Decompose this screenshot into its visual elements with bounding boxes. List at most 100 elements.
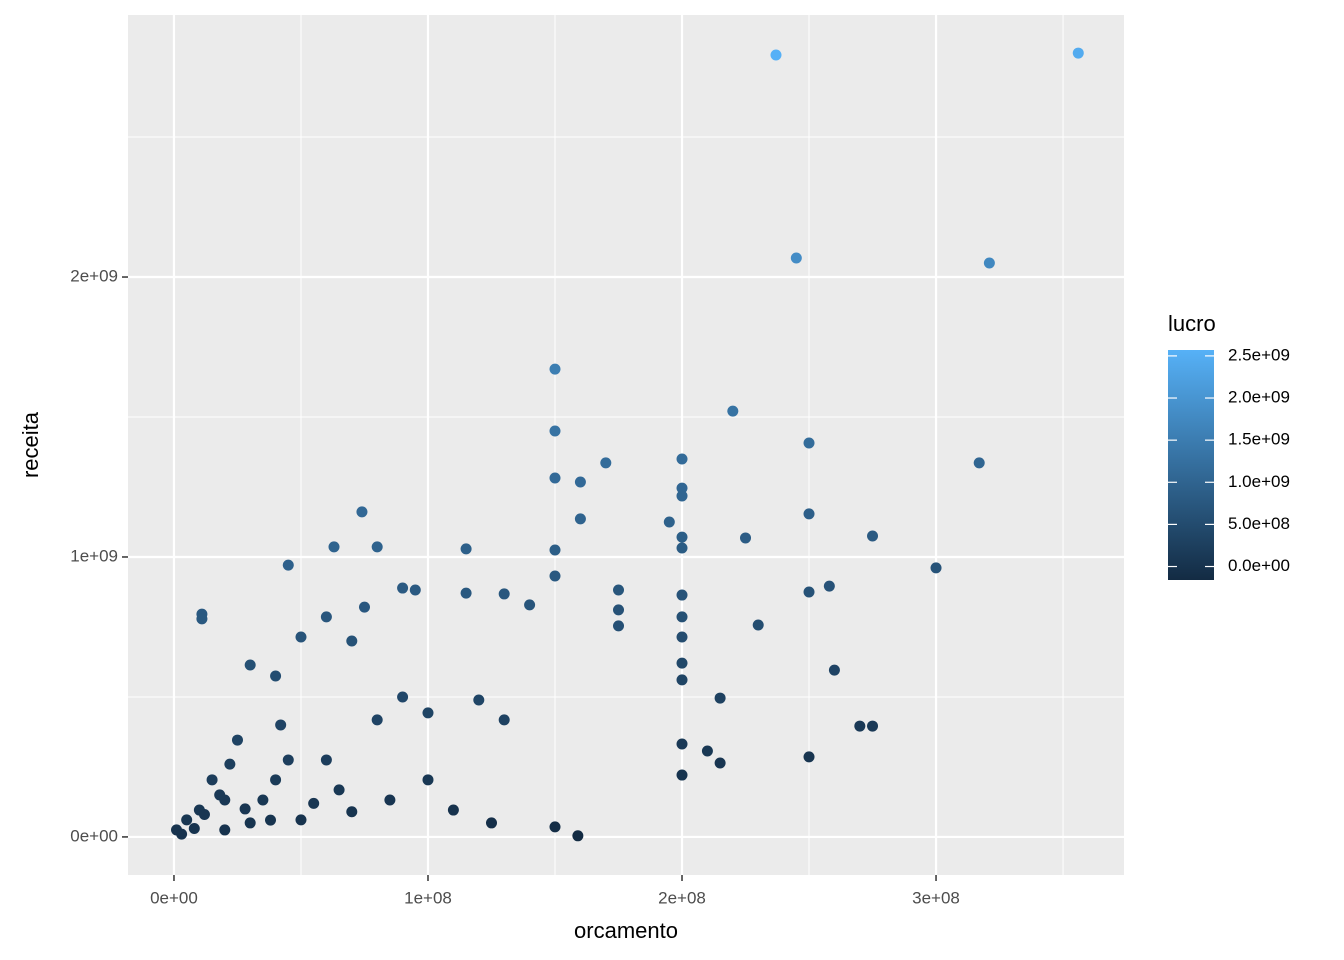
point [224,758,236,770]
point [549,363,561,375]
point [676,674,688,686]
point [983,257,995,269]
legend-label: 1.5e+09 [1228,430,1290,449]
point [308,797,320,809]
point [572,830,584,842]
point [676,657,688,669]
point [1072,47,1084,59]
point [346,806,358,818]
point [460,543,472,555]
point [320,611,332,623]
point [244,659,256,671]
point [803,586,815,598]
y-tick-label: 2e+09 [70,267,118,286]
point [356,506,368,518]
point [803,437,815,449]
point [295,631,307,643]
point [320,754,332,766]
point [188,823,200,835]
point [549,425,561,437]
point [790,252,802,264]
point [613,604,625,616]
point [676,589,688,601]
y-tick-label: 0e+00 [70,826,118,845]
legend-label: 1.0e+09 [1228,472,1290,491]
y-axis-title: receita [18,411,43,478]
x-tick-label: 0e+00 [150,888,198,907]
point [206,774,218,786]
point [397,582,409,594]
point [676,490,688,502]
point [701,745,713,757]
legend-title: lucro [1168,311,1216,336]
point [823,580,835,592]
point [384,794,396,806]
point [676,611,688,623]
point [397,691,409,703]
point [867,720,879,732]
point [676,482,688,494]
point [600,457,612,469]
point [867,530,879,542]
point [549,570,561,582]
point [409,584,421,596]
point [752,619,764,631]
point [333,784,345,796]
point [803,508,815,520]
legend-label: 2.5e+09 [1228,345,1290,364]
point [295,814,307,826]
point [930,562,942,574]
point [257,794,269,806]
point [371,541,383,553]
point [803,751,815,763]
point [422,774,434,786]
point [613,584,625,596]
point [676,631,688,643]
point [828,664,840,676]
legend-label: 5.0e+08 [1228,514,1290,533]
x-tick-label: 2e+08 [658,888,706,907]
point [346,635,358,647]
colorbar [1168,350,1214,580]
point [447,804,459,816]
point [676,542,688,554]
point [244,817,256,829]
point [485,817,497,829]
point [549,821,561,833]
point [714,757,726,769]
y-tick-label: 1e+09 [70,546,118,565]
point [371,714,383,726]
point [676,531,688,543]
point [270,670,282,682]
point [727,405,739,417]
point [198,809,210,821]
point [676,738,688,750]
point [358,601,370,613]
point [676,453,688,465]
point [498,588,510,600]
point [181,814,193,826]
point [282,754,294,766]
point [239,803,251,815]
point [498,714,510,726]
point [613,620,625,632]
point [460,587,472,599]
point [770,49,782,61]
point [422,707,434,719]
point [663,516,675,528]
point [176,828,188,840]
x-tick-label: 3e+08 [912,888,960,907]
point [473,694,485,706]
x-axis-title: orcamento [574,918,678,943]
point [524,599,536,611]
point [282,559,294,571]
legend-label: 2.0e+09 [1228,388,1290,407]
point [714,692,726,704]
point [275,719,287,731]
point [231,734,243,746]
point [574,476,586,488]
point [219,824,231,836]
point [265,814,277,826]
point [549,472,561,484]
